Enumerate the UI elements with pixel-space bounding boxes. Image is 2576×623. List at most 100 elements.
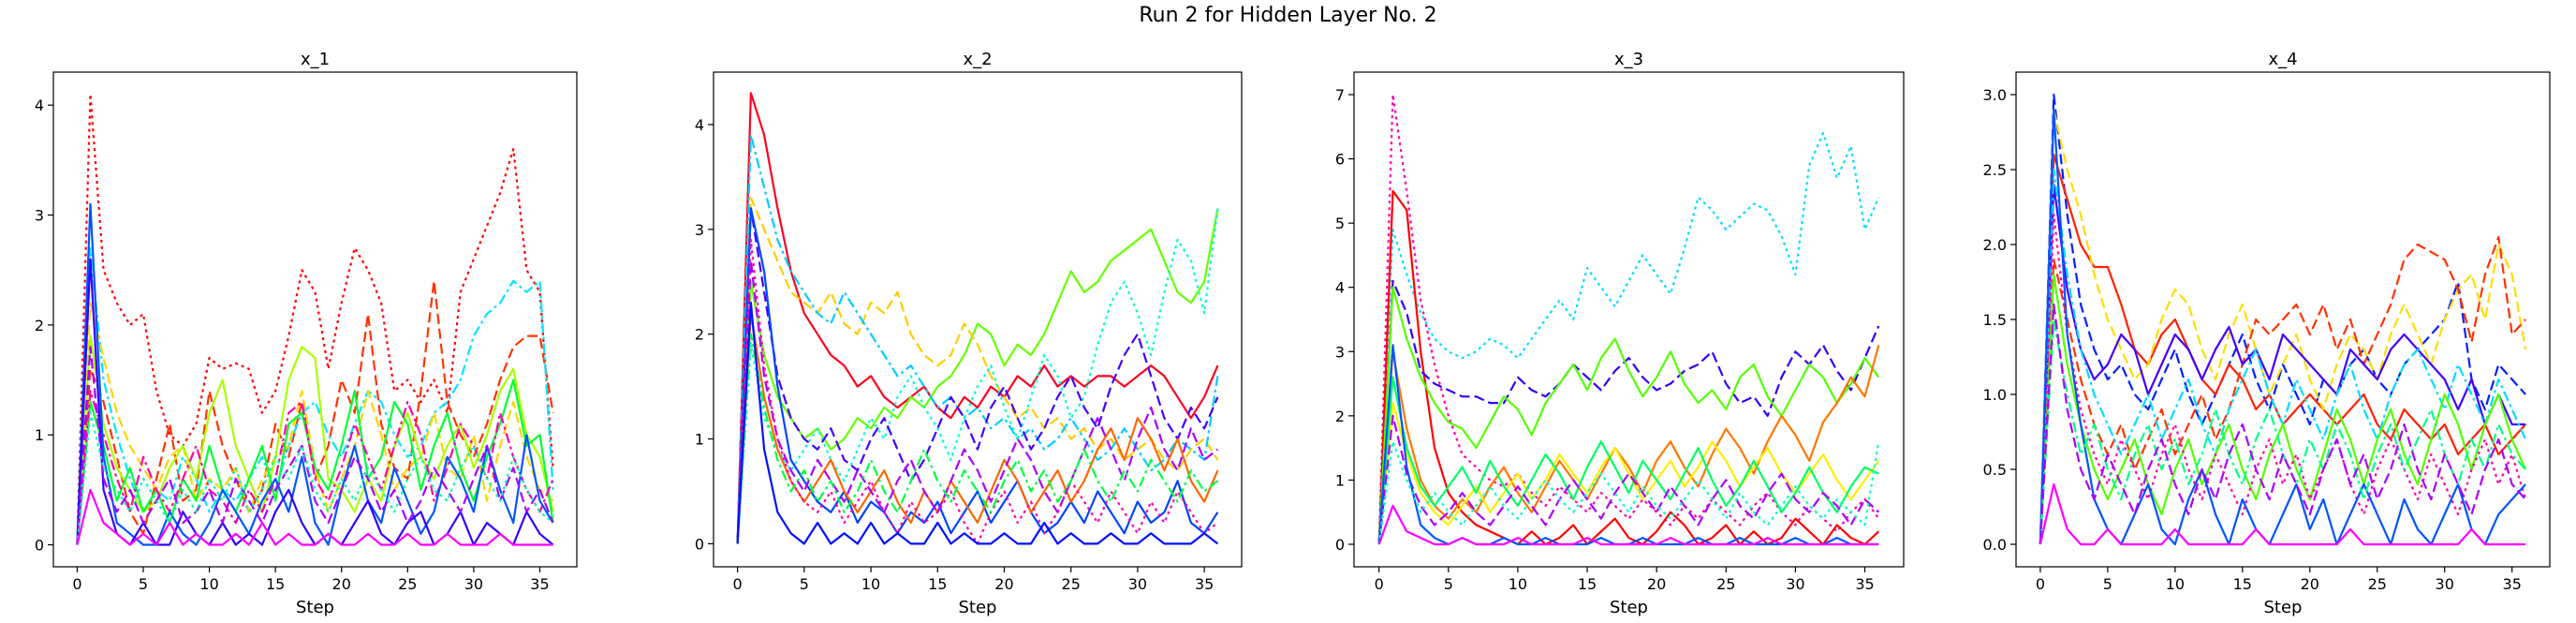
- y-tick-label: 1: [695, 431, 704, 449]
- x-tick-label: 20: [1647, 575, 1666, 593]
- x-axis-label: Step: [959, 598, 997, 617]
- series-line-5: [736, 208, 1219, 544]
- y-tick-label: 1.5: [1983, 311, 2007, 329]
- series-group: [736, 92, 1219, 545]
- x-tick-label: 30: [1786, 575, 1804, 593]
- x-tick-label: 10: [2166, 575, 2185, 593]
- series-line-2: [76, 279, 554, 545]
- series-line-11: [1377, 440, 1880, 545]
- series-line-3: [2039, 108, 2527, 545]
- y-tick-label: 1.0: [1983, 386, 2007, 404]
- x-tick-label: 25: [1716, 575, 1735, 593]
- x-tick-label: 0: [1375, 575, 1384, 593]
- series-line-8: [1377, 376, 1879, 545]
- series-line-11: [2039, 303, 2526, 545]
- series-line-5: [1377, 286, 1880, 545]
- y-tick-label: 4: [35, 96, 44, 114]
- x-tick-label: 5: [2103, 575, 2112, 593]
- y-tick-label: 2: [695, 326, 704, 344]
- x-tick-label: 15: [1578, 575, 1597, 593]
- x-tick-label: 20: [2301, 575, 2319, 593]
- series-group: [2039, 93, 2527, 546]
- x-tick-label: 20: [994, 575, 1013, 593]
- subplot-1: 0 5 10 15 20 25 30 35 0 1 2 3 4 x_1 Step: [35, 50, 578, 617]
- y-tick-label: 1: [1335, 471, 1345, 489]
- y-tick-label: 2.0: [1983, 236, 2007, 254]
- y-tick-label: 6: [1335, 151, 1345, 169]
- y-tick-label: 0.0: [1983, 536, 2007, 554]
- subplot-title: x_3: [1614, 50, 1643, 69]
- y-tick-label: 0.5: [1983, 461, 2007, 479]
- series-line-7: [736, 207, 1219, 544]
- subplot-title: x_4: [2268, 50, 2297, 69]
- x-tick-label: 10: [199, 575, 218, 593]
- subplot-3: 0 5 10 15 20 25 30 35 0 1 2 3 4 5 6 7 x_3 Step: [1335, 50, 1905, 617]
- x-tick-label: 5: [139, 575, 148, 593]
- y-tick-label: 2: [1335, 408, 1345, 425]
- y-tick-label: 2: [35, 317, 44, 334]
- x-tick-label: 25: [398, 575, 417, 593]
- series-group: [1377, 93, 1880, 546]
- x-tick-label: 5: [800, 575, 809, 593]
- figure-title: Run 2 for Hidden Layer No. 2: [1139, 4, 1437, 27]
- y-tick-label: 3.0: [1983, 86, 2007, 104]
- series-line-9: [1377, 414, 1880, 545]
- x-tick-label: 5: [1444, 575, 1453, 593]
- x-tick-label: 25: [2368, 575, 2387, 593]
- subplot-title: x_2: [963, 50, 992, 69]
- y-tick-label: 7: [1335, 86, 1345, 104]
- x-tick-label: 35: [1855, 575, 1874, 593]
- y-tick-label: 0: [35, 537, 44, 555]
- x-tick-label: 35: [1195, 575, 1214, 593]
- y-tick-label: 3: [35, 207, 44, 225]
- x-tick-label: 20: [332, 575, 351, 593]
- y-tick-label: 3: [1335, 343, 1345, 361]
- y-tick-label: 1: [35, 426, 44, 444]
- subplot-2: 0 5 10 15 20 25 30 35 0 1 2 3 4 x_2 Step: [695, 50, 1243, 617]
- subplot-4: 0 5 10 15 20 25 30 35 0.0 0.5 1.0 1.5 2.0 2.5 3.0 x_4 St…: [1983, 50, 2551, 617]
- series-line-2: [1377, 93, 1880, 545]
- series-line-6: [1377, 345, 1880, 545]
- x-tick-label: 10: [861, 575, 880, 593]
- series-line-10: [736, 238, 1219, 545]
- x-axis-label: Step: [296, 598, 334, 617]
- x-tick-label: 15: [928, 575, 947, 593]
- series-line-10: [76, 346, 554, 545]
- series-line-11: [736, 333, 1219, 544]
- y-tick-label: 0: [695, 535, 704, 553]
- y-tick-label: 4: [1335, 279, 1345, 297]
- x-tick-label: 15: [266, 575, 285, 593]
- series-line-12: [76, 488, 553, 546]
- series-line-7: [2039, 273, 2527, 545]
- series-line-7: [76, 390, 554, 545]
- series-line-5: [2039, 183, 2526, 545]
- x-tick-label: 0: [733, 575, 743, 593]
- x-tick-label: 15: [2233, 575, 2252, 593]
- series-group: [76, 93, 554, 546]
- x-tick-label: 35: [530, 575, 549, 593]
- y-tick-label: 3: [695, 221, 704, 239]
- series-line-1: [1377, 132, 1880, 545]
- x-tick-label: 30: [2436, 575, 2454, 593]
- plot-frame: [52, 71, 578, 568]
- x-tick-label: 35: [2503, 575, 2522, 593]
- plot-frame: [713, 71, 1243, 568]
- series-line-12: [736, 302, 1219, 545]
- series-line-4: [736, 134, 1219, 544]
- series-line-8: [2039, 213, 2527, 545]
- x-tick-label: 10: [1509, 575, 1527, 593]
- series-line-8: [736, 312, 1219, 544]
- series-line-12: [2039, 482, 2526, 546]
- y-tick-label: 0: [1335, 536, 1345, 554]
- x-tick-label: 0: [72, 575, 81, 593]
- series-line-6: [736, 207, 1219, 544]
- x-tick-label: 30: [1128, 575, 1147, 593]
- y-tick-label: 2.5: [1983, 161, 2007, 179]
- x-axis-label: Step: [1610, 598, 1648, 617]
- x-tick-label: 0: [2036, 575, 2045, 593]
- series-line-12: [1377, 504, 1879, 546]
- series-line-4: [1377, 279, 1880, 545]
- x-axis-label: Step: [2264, 598, 2303, 617]
- y-tick-label: 4: [695, 116, 704, 134]
